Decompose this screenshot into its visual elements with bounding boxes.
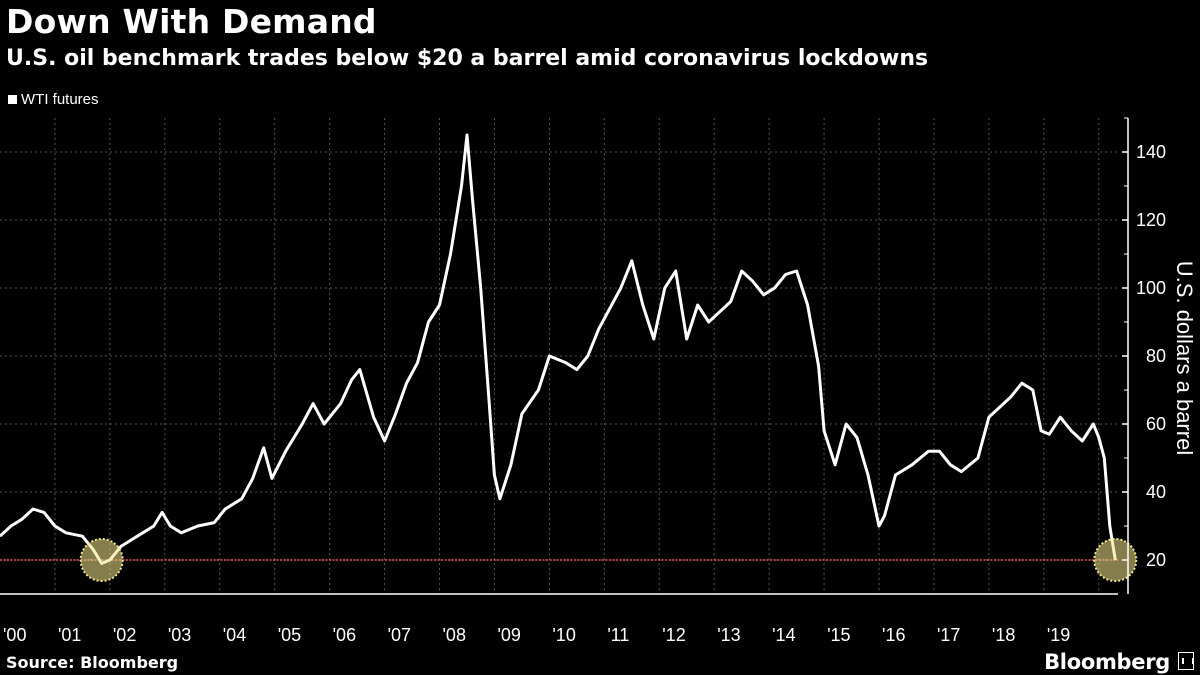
chart-title: Down With Demand: [6, 2, 377, 41]
y-tick-label: 120: [1136, 210, 1166, 230]
y-tick-label: 40: [1146, 482, 1166, 502]
highlight-circle: [79, 538, 124, 582]
y-tick-label: 100: [1136, 278, 1166, 298]
x-tick-label: '10: [552, 625, 575, 645]
y-tick-label: 20: [1146, 550, 1166, 570]
x-tick-label: '08: [443, 625, 466, 645]
x-tick-label: '01: [58, 625, 81, 645]
chart-subtitle: U.S. oil benchmark trades below $20 a ba…: [6, 46, 929, 71]
x-tick-label: '06: [333, 625, 356, 645]
x-tick-label: '04: [223, 625, 246, 645]
x-tick-label: '02: [113, 625, 136, 645]
series-layer: [0, 133, 1117, 565]
y-tick-label: 60: [1146, 414, 1166, 434]
y-tick-label: 80: [1146, 346, 1166, 366]
x-tick-label: '13: [717, 625, 740, 645]
x-tick-label: '18: [992, 625, 1015, 645]
terminal-icon: [1178, 652, 1194, 670]
x-tick-label: '03: [168, 625, 191, 645]
x-tick-label: '12: [662, 625, 685, 645]
legend-label: WTI futures: [21, 91, 99, 108]
x-tick-label: '14: [772, 625, 795, 645]
x-tick-label: '07: [388, 625, 411, 645]
y-tick-labels: 20 40 60 80 100 120 140: [1136, 142, 1166, 570]
x-tick-labels: '00 '01 '02 '03 '04 '05 '06 '07 '08 '09 '10 '11 '12 '…: [3, 625, 1070, 645]
x-tick-label: '11: [607, 625, 629, 645]
brand-logo: Bloomberg: [1044, 650, 1170, 674]
x-tick-label: '05: [278, 625, 301, 645]
source-note: Source: Bloomberg: [6, 653, 179, 672]
legend: WTI futures: [8, 91, 99, 108]
x-tick-label: '00: [3, 625, 26, 645]
y-tick-label: 140: [1136, 142, 1166, 162]
x-tick-label: '09: [497, 625, 520, 645]
series-line-wti: [0, 133, 1117, 565]
x-tick-label: '17: [937, 625, 960, 645]
x-tick-label: '15: [827, 625, 850, 645]
axes: [0, 117, 1129, 595]
x-tick-label: '16: [882, 625, 905, 645]
legend-swatch: [8, 95, 17, 104]
x-tick-label: '19: [1047, 625, 1070, 645]
y-axis-title: U.S. dollars a barrel: [1172, 261, 1197, 455]
highlight-circle: [1093, 538, 1138, 582]
highlight-layer: [79, 538, 1138, 582]
